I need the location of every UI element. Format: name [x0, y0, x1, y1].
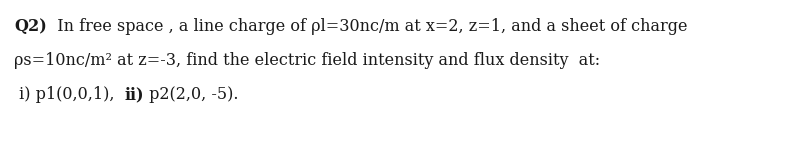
- Text: i) p1(0,0,1),: i) p1(0,0,1),: [14, 86, 125, 103]
- Text: ρs=10nc/m² at z=-3, find the electric field intensity and flux density  at:: ρs=10nc/m² at z=-3, find the electric fi…: [14, 52, 600, 69]
- Text: ii): ii): [125, 86, 144, 103]
- Text: p2(2,0, -5).: p2(2,0, -5).: [144, 86, 238, 103]
- Text: In free space , a line charge of ρl=30nc/m at x=2, z=1, and a sheet of charge: In free space , a line charge of ρl=30nc…: [46, 18, 687, 35]
- Text: Q2): Q2): [14, 18, 46, 35]
